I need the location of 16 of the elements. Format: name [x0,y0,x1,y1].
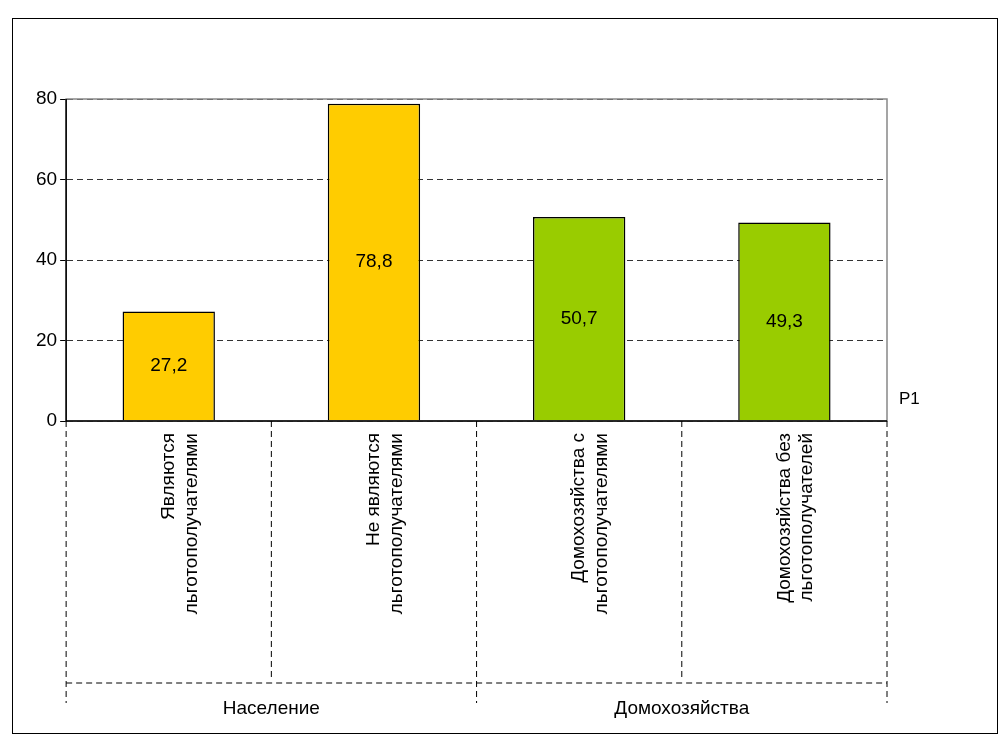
text: Население [222,697,320,719]
y-tick-label: 0 [46,409,58,431]
text: Домохозяйства [614,697,750,719]
data-label: 27,2 [150,354,188,376]
data-label: 50,7 [560,306,598,328]
y-tick-label: 40 [35,248,58,270]
y-tick-label: 20 [35,328,58,350]
y-tick-label: 80 [35,87,58,109]
x-tick-label: Являются льготополучателями [156,433,201,615]
y-tick-label: 60 [35,167,58,189]
x-tick-label: Не являются льготополучателями [362,433,406,615]
x-tick-label: Домохозяйства без льготополучателей [772,433,817,603]
text: P1 [899,388,920,408]
data-label: 49,3 [765,309,803,331]
x-tick-label: Домохозяйства с льготополучателями [567,433,612,615]
data-label: 78,8 [355,250,393,272]
